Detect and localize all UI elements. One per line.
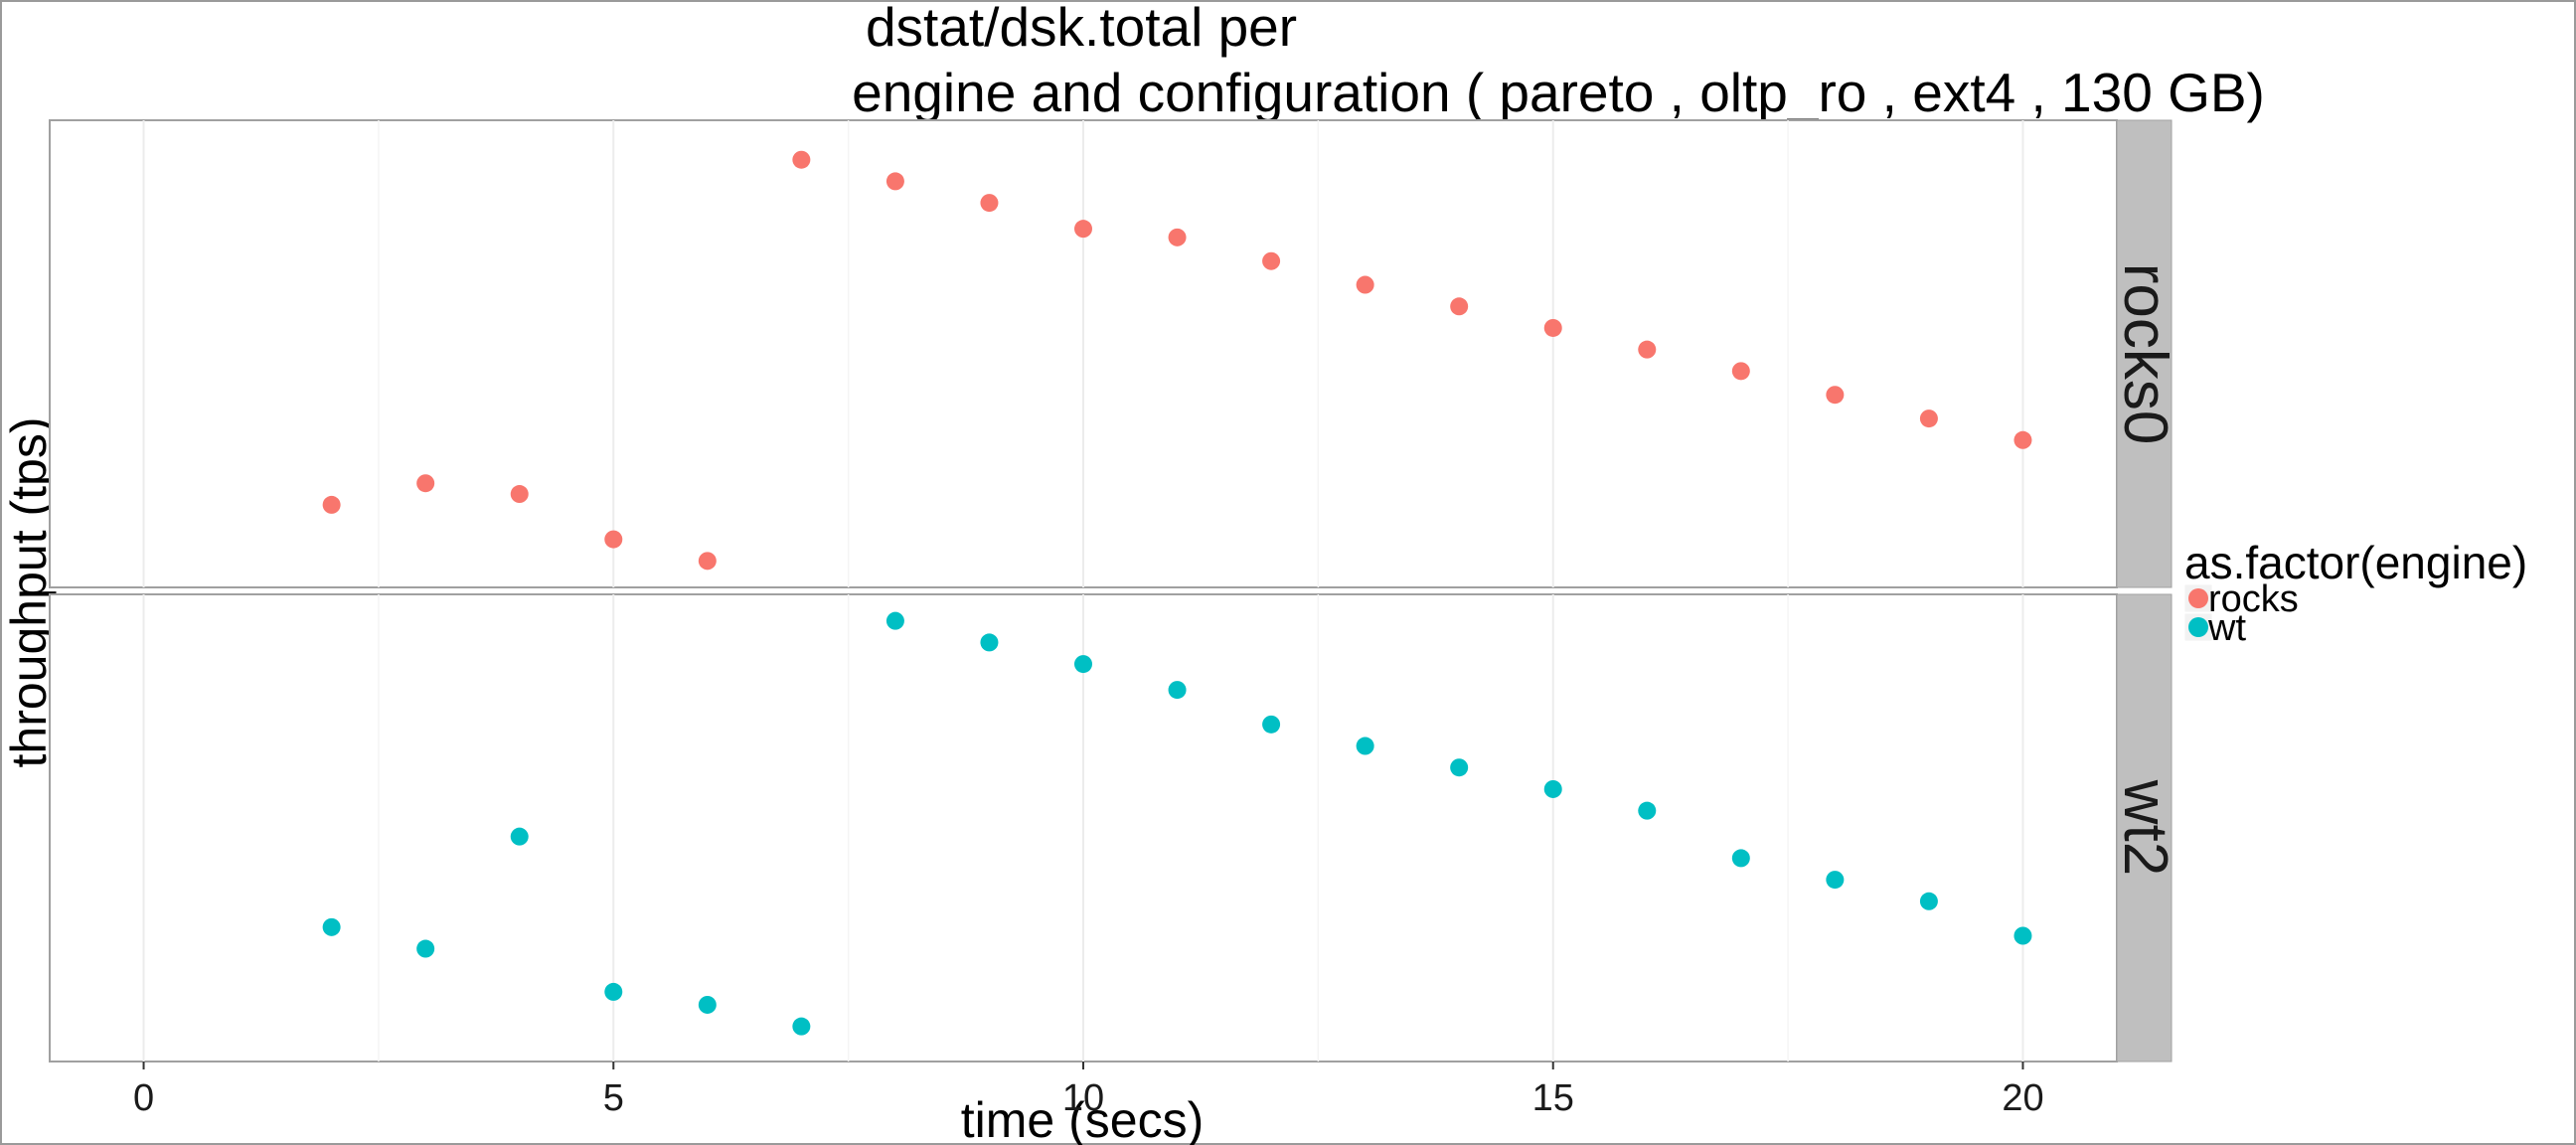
facet-strip-label: wt2 bbox=[2111, 779, 2179, 876]
legend-label-rocks: rocks bbox=[2208, 578, 2299, 620]
facet-panels: rocks0 wt2 bbox=[49, 119, 2179, 1063]
data-point-wt bbox=[1919, 892, 1938, 910]
chart-title-line1: dstat/dsk.total per bbox=[866, 0, 1297, 58]
data-point-rocks bbox=[322, 495, 341, 514]
data-point-wt bbox=[1543, 779, 1562, 798]
x-tick-label: 15 bbox=[1532, 1077, 1574, 1119]
data-point-rocks bbox=[886, 172, 904, 191]
data-point-wt bbox=[886, 611, 904, 630]
data-point-rocks bbox=[698, 552, 717, 571]
data-point-wt bbox=[322, 917, 341, 936]
data-point-rocks bbox=[1450, 297, 1469, 316]
data-point-rocks bbox=[1168, 228, 1187, 246]
x-tick-label: 5 bbox=[603, 1077, 624, 1119]
data-point-rocks bbox=[1638, 340, 1657, 359]
data-point-rocks bbox=[1262, 251, 1281, 270]
data-point-wt bbox=[2013, 926, 2032, 945]
legend-key-rocks bbox=[2188, 588, 2208, 608]
data-point-wt bbox=[1731, 849, 1750, 868]
x-tick-label: 10 bbox=[1062, 1077, 1104, 1119]
facet-strip-label: rocks0 bbox=[2111, 263, 2179, 445]
data-point-rocks bbox=[1826, 386, 1845, 405]
legend-key-wt bbox=[2188, 617, 2208, 637]
data-point-wt bbox=[1262, 715, 1281, 734]
data-point-wt bbox=[1168, 681, 1187, 700]
data-point-rocks bbox=[1919, 409, 1938, 428]
data-point-rocks bbox=[1356, 275, 1374, 294]
data-point-rocks bbox=[416, 474, 435, 493]
legend-label-wt: wt bbox=[2207, 607, 2246, 649]
data-point-rocks bbox=[2013, 430, 2032, 449]
facet-panel-rocks0: rocks0 bbox=[49, 119, 2179, 588]
data-point-wt bbox=[792, 1017, 811, 1036]
facet-panel-wt2: wt2 bbox=[49, 593, 2179, 1063]
x-axis-title: time (secs) bbox=[961, 1092, 1204, 1145]
data-point-rocks bbox=[1074, 220, 1092, 239]
data-point-rocks bbox=[604, 530, 623, 549]
data-point-wt bbox=[980, 633, 999, 652]
data-point-wt bbox=[1074, 655, 1092, 674]
data-point-wt bbox=[416, 939, 435, 958]
data-point-wt bbox=[604, 982, 623, 1001]
x-tick-label: 0 bbox=[133, 1077, 154, 1119]
data-point-rocks bbox=[1543, 318, 1562, 337]
data-point-wt bbox=[1356, 736, 1374, 755]
y-axis-title: throughput (tps) bbox=[1, 417, 57, 768]
legend-title: as.factor(engine) bbox=[2184, 537, 2527, 588]
x-axis-ticks: 0 5 10 15 20 bbox=[133, 1062, 2044, 1119]
data-point-rocks bbox=[1731, 362, 1750, 381]
data-point-wt bbox=[698, 995, 717, 1014]
data-point-rocks bbox=[980, 194, 999, 213]
chart-title-line2: engine and configuration ( pareto , oltp… bbox=[852, 62, 2265, 123]
facet-strip bbox=[2116, 593, 2173, 1063]
data-point-rocks bbox=[510, 485, 529, 504]
data-point-rocks bbox=[792, 150, 811, 169]
data-point-wt bbox=[1450, 758, 1469, 777]
facet-strip bbox=[2116, 119, 2173, 588]
data-point-wt bbox=[1638, 801, 1657, 820]
data-point-wt bbox=[510, 827, 529, 846]
x-tick-label: 20 bbox=[2002, 1077, 2043, 1119]
data-point-wt bbox=[1826, 871, 1845, 890]
